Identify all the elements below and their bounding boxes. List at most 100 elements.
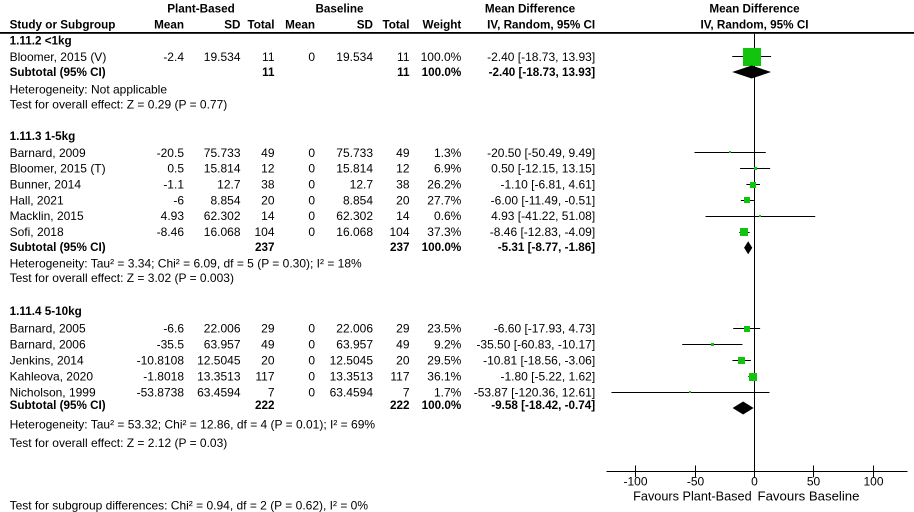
svg-text:0: 0 [751,474,758,488]
svg-text:0: 0 [308,322,315,336]
svg-text:0.6%: 0.6% [434,209,462,223]
svg-text:8.854: 8.854 [210,193,240,207]
svg-text:Test for overall effect: Z = 2: Test for overall effect: Z = 2.12 (P = 0… [10,436,228,450]
svg-text:-100: -100 [623,474,647,488]
svg-text:15.814: 15.814 [204,162,241,176]
svg-text:Jenkins, 2014: Jenkins, 2014 [10,354,84,368]
svg-text:23.5%: 23.5% [427,322,461,336]
svg-text:1.7%: 1.7% [434,385,462,399]
svg-text:Barnard, 2009: Barnard, 2009 [10,146,86,160]
svg-text:63.4594: 63.4594 [330,385,374,399]
svg-text:Kahleova, 2020: Kahleova, 2020 [10,370,94,384]
svg-text:237: 237 [255,241,275,254]
svg-text:16.068: 16.068 [204,225,241,239]
svg-text:29.5%: 29.5% [427,354,461,368]
svg-text:Total: Total [247,19,274,32]
svg-text:IV, Random, 95% CI: IV, Random, 95% CI [487,19,595,32]
svg-text:49: 49 [396,338,410,352]
svg-text:Nicholson, 1999: Nicholson, 1999 [10,385,96,399]
svg-text:Subtotal (95% CI): Subtotal (95% CI) [10,66,106,79]
svg-text:22.006: 22.006 [336,322,373,336]
svg-text:12.5045: 12.5045 [330,354,374,368]
svg-text:104: 104 [389,225,409,239]
svg-text:-8.46: -8.46 [157,225,185,239]
svg-text:-1.1: -1.1 [163,178,184,192]
svg-text:Macklin, 2015: Macklin, 2015 [10,209,84,223]
svg-text:-10.81 [-18.56, -3.06]: -10.81 [-18.56, -3.06] [483,354,595,368]
svg-text:Test for overall effect: Z = 3: Test for overall effect: Z = 3.02 (P = 0… [10,271,234,285]
svg-text:Subtotal (95% CI): Subtotal (95% CI) [10,241,106,254]
svg-text:29: 29 [261,322,275,336]
svg-text:Favours Baseline: Favours Baseline [758,488,860,503]
svg-text:20: 20 [396,193,410,207]
svg-text:11: 11 [262,66,275,79]
svg-text:-9.58 [-18.42, -0.74]: -9.58 [-18.42, -0.74] [491,399,595,412]
svg-text:12.7: 12.7 [350,178,374,192]
svg-text:104: 104 [254,225,274,239]
svg-text:9.2%: 9.2% [434,338,462,352]
svg-text:-10.8108: -10.8108 [137,354,185,368]
svg-text:Sofi, 2018: Sofi, 2018 [10,225,64,239]
svg-text:Mean: Mean [285,19,315,32]
svg-text:50: 50 [807,474,821,488]
svg-text:14: 14 [261,209,275,223]
svg-text:100.0%: 100.0% [422,399,462,412]
svg-text:-6.6: -6.6 [163,322,184,336]
svg-text:0: 0 [308,178,315,192]
svg-text:14: 14 [396,209,410,223]
svg-text:63.957: 63.957 [204,338,241,352]
svg-text:Heterogeneity: Tau² = 53.32; C: Heterogeneity: Tau² = 53.32; Chi² = 12.8… [10,417,376,431]
svg-text:-53.8738: -53.8738 [137,385,185,399]
svg-text:222: 222 [390,399,410,412]
svg-text:Test for overall effect: Z = 0: Test for overall effect: Z = 0.29 (P = 0… [10,97,228,111]
svg-text:-20.5: -20.5 [157,146,185,160]
svg-text:62.302: 62.302 [204,209,241,223]
svg-text:8.854: 8.854 [343,193,373,207]
svg-text:12: 12 [396,162,410,176]
svg-text:Mean Difference: Mean Difference [485,3,576,16]
svg-text:20: 20 [396,354,410,368]
svg-text:Plant-Based: Plant-Based [167,3,235,16]
svg-text:1.11.2 <1kg: 1.11.2 <1kg [10,35,72,48]
svg-text:0: 0 [308,354,315,368]
svg-text:-8.46 [-12.83, -4.09]: -8.46 [-12.83, -4.09] [490,225,595,239]
svg-text:Barnard, 2006: Barnard, 2006 [10,338,86,352]
svg-text:26.2%: 26.2% [427,178,461,192]
svg-text:-6.00 [-11.49, -0.51]: -6.00 [-11.49, -0.51] [491,193,596,207]
svg-text:6.9%: 6.9% [434,162,462,176]
svg-text:4.93 [-41.22, 51.08]: 4.93 [-41.22, 51.08] [491,209,595,223]
svg-text:Test for subgroup differences:: Test for subgroup differences: Chi² = 0.… [10,499,369,512]
svg-text:12.7: 12.7 [217,178,241,192]
svg-text:-1.10 [-6.81, 4.61]: -1.10 [-6.81, 4.61] [500,178,595,192]
svg-text:SD: SD [224,19,240,32]
svg-text:-50: -50 [687,474,705,488]
svg-text:0: 0 [308,193,315,207]
svg-text:117: 117 [255,370,274,384]
svg-text:75.733: 75.733 [204,146,241,160]
svg-text:36.1%: 36.1% [427,370,461,384]
svg-text:0: 0 [308,162,315,176]
svg-text:27.7%: 27.7% [427,193,461,207]
svg-text:100: 100 [863,474,883,488]
svg-text:49: 49 [396,146,410,160]
svg-text:0: 0 [308,209,315,223]
svg-text:-6: -6 [173,193,184,207]
svg-text:4.93: 4.93 [161,209,185,223]
svg-text:Bunner, 2014: Bunner, 2014 [10,178,82,192]
svg-text:0.50 [-12.15, 13.15]: 0.50 [-12.15, 13.15] [491,162,595,176]
svg-text:0: 0 [308,146,315,160]
svg-text:117: 117 [390,370,409,384]
svg-text:-35.5: -35.5 [157,338,185,352]
svg-text:11: 11 [397,66,410,79]
svg-text:19.534: 19.534 [336,50,373,64]
svg-text:63.4594: 63.4594 [197,385,241,399]
svg-text:-2.4: -2.4 [163,50,184,64]
svg-text:0: 0 [308,370,315,384]
svg-text:-1.8018: -1.8018 [143,370,184,384]
svg-text:1.11.3 1-5kg: 1.11.3 1-5kg [10,130,76,143]
svg-text:1.3%: 1.3% [434,146,462,160]
svg-text:19.534: 19.534 [204,50,241,64]
svg-text:0: 0 [308,385,315,399]
svg-text:-6.60 [-17.93, 4.73]: -6.60 [-17.93, 4.73] [494,322,595,336]
svg-text:-53.87 [-120.36, 12.61]: -53.87 [-120.36, 12.61] [474,385,595,399]
